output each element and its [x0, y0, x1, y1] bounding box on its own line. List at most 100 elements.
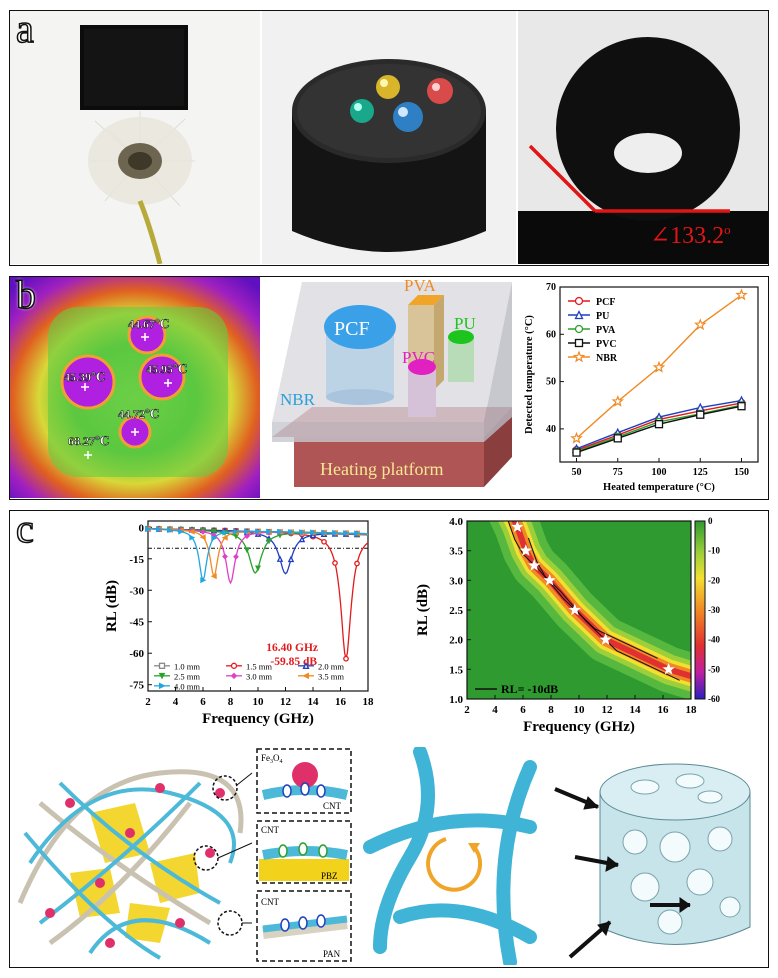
thermal-reading-3: 45.95℃: [146, 362, 187, 376]
x-tick-label: 18: [686, 704, 698, 716]
thermal-reading-2: 45.39℃: [64, 370, 105, 384]
optimal-point-star: [519, 544, 532, 556]
y-tick-label: 4.0: [449, 516, 463, 528]
rl-point: [222, 553, 228, 560]
y-axis-label: RL (dB): [415, 584, 431, 636]
legend-marker: [302, 661, 310, 669]
rl-point: [321, 529, 328, 536]
legend-label-pvc: PVC: [596, 339, 617, 350]
rl-point: [243, 547, 251, 554]
inset-cnt2-label: CNT: [261, 825, 280, 835]
legend-label: 1.5 mm: [246, 661, 272, 671]
x-axis-label: Frequency (GHz): [202, 711, 314, 727]
legend-marker: [574, 324, 584, 334]
x-tick-label: 12: [280, 696, 292, 708]
data-point-pvc: [654, 420, 664, 429]
rl-point: [200, 577, 207, 584]
rl-point: [188, 528, 195, 535]
x-axis-label: Frequency (GHz): [523, 719, 635, 735]
panel-a: ∠133.2o a: [9, 5, 769, 266]
rl-point: [332, 529, 339, 536]
legend-label-pu: PU: [596, 311, 609, 322]
optimal-point-star: [568, 603, 581, 616]
rl-point: [200, 528, 206, 535]
y-tick-label: 1.0: [449, 694, 463, 706]
thermal-image: 44.67℃ 45.39℃ 45.95℃ 44.72℃ 68.27℃: [10, 277, 260, 498]
rl-point: [266, 528, 273, 535]
x-tick-label: 4: [173, 696, 179, 708]
rl-point: [254, 565, 262, 572]
y-tick-label: -75: [129, 680, 144, 692]
rl-point: [332, 560, 338, 566]
x-tick-label: 8: [548, 704, 554, 716]
rl-curve-3-0mm: [148, 528, 369, 585]
colorbar: [694, 520, 706, 700]
rl-point: [244, 533, 250, 539]
y-tick-label: 2.0: [449, 635, 463, 647]
legend-label-nbr: NBR: [596, 353, 618, 364]
legend-marker: [574, 296, 584, 306]
contour-upper: [507, 521, 658, 659]
legend-marker: [158, 672, 166, 680]
y-tick-label: -45: [129, 617, 144, 629]
x-tick-label: 6: [200, 696, 206, 708]
conduction-loop-illustration: [363, 747, 537, 965]
inset-pbz-label: PBZ: [321, 871, 338, 881]
inset-cnt1-label: CNT: [323, 801, 342, 811]
heating-schematic: PCF PVA PU PVC NBR Heating platform: [262, 277, 518, 498]
thermal-reading-5: 68.27℃: [68, 434, 109, 448]
rl-point: [255, 528, 262, 535]
x-tick-label: 16: [335, 696, 347, 708]
x-tick-label: 150: [734, 467, 749, 478]
x-tick-label: 8: [228, 696, 234, 708]
data-point-pvc: [696, 410, 705, 419]
label-heating-platform: Heating platform: [320, 459, 443, 479]
rl-point: [277, 528, 284, 535]
colorbar-tick-label: -10: [708, 546, 720, 556]
rl-point: [288, 528, 295, 535]
legend-label: 1.0 mm: [174, 661, 200, 671]
rl-point: [354, 560, 360, 567]
rl-point: [221, 534, 228, 541]
y-tick-label: 1.5: [449, 664, 463, 676]
legend-label: 3.0 mm: [246, 671, 272, 681]
photo-dandelion: [10, 11, 260, 264]
x-axis-label: Heated temperature (°C): [603, 482, 715, 493]
panel-b: 44.67℃ 45.39℃ 45.95℃ 44.72℃ 68.27℃ b PCF…: [9, 271, 769, 500]
x-tick-label: 12: [602, 704, 614, 716]
thermal-reading-4: 44.72℃: [118, 407, 159, 421]
rl-point: [343, 655, 349, 662]
legend-label-pva: PVA: [596, 325, 616, 336]
x-tick-label: 16: [658, 704, 670, 716]
contact-angle-unit: o: [724, 222, 731, 237]
panel-label-b: b: [15, 271, 37, 318]
data-point-nbr: [735, 288, 748, 301]
inset-cnt3-label: CNT: [261, 897, 280, 907]
x-tick-label: 100: [652, 467, 667, 478]
legend-marker: [158, 662, 166, 669]
x-tick-label: 10: [574, 704, 586, 716]
optimal-point-star: [662, 662, 675, 675]
y-tick-label: -60: [129, 648, 144, 660]
colorbar-tick-label: -20: [708, 575, 720, 585]
x-tick-label: 14: [308, 696, 320, 708]
y-tick-label: 0: [139, 522, 145, 534]
y-axis-label: RL (dB): [104, 580, 120, 632]
rl-heatmap-chart: 2 4 6 8 10 12 14 16 18 1.0 1.5 2.0 2.5 3.0 3.5 4.0 Frequ…: [415, 516, 720, 735]
rl-point: [343, 530, 350, 537]
porous-cylinder-illustration: [554, 763, 751, 959]
inset-fe3o4-label: Fe3O4: [261, 753, 283, 765]
rl-point: [222, 529, 229, 536]
rl-point: [354, 530, 361, 537]
colorbar-tick-label: -50: [708, 664, 720, 674]
rl-point: [210, 528, 218, 535]
cnt-network-illustration: [17, 769, 253, 960]
temperature-chart: 50 75 100 125 150 40 50 60 70 Heated temperature …: [524, 282, 759, 493]
legend-label: 4.0 mm: [174, 681, 200, 691]
rl-point: [199, 534, 206, 541]
colorbar-tick-label: -30: [708, 605, 720, 615]
label-nbr: NBR: [280, 390, 316, 409]
x-tick-label: 2: [145, 696, 151, 708]
label-pcf: PCF: [334, 318, 370, 340]
x-tick-label: 14: [630, 704, 642, 716]
